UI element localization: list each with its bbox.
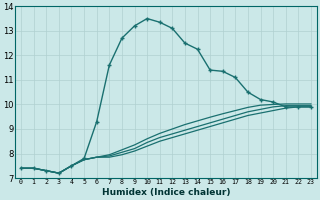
X-axis label: Humidex (Indice chaleur): Humidex (Indice chaleur) <box>102 188 230 197</box>
